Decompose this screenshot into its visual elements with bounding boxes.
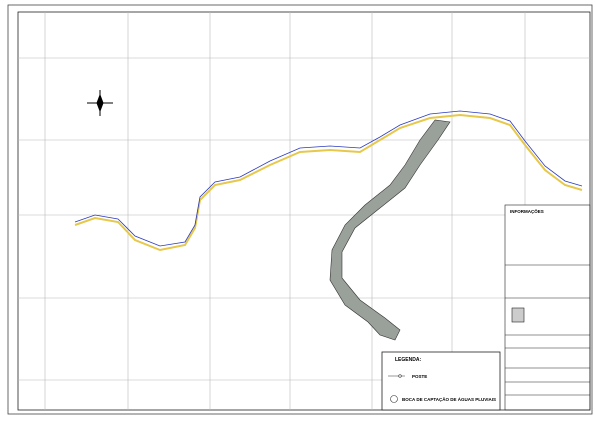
north-arrow — [87, 90, 113, 116]
coordinate-grid — [18, 12, 590, 410]
legend-title: LEGENDA: — [395, 357, 421, 363]
legend-box: LEGENDA: POSTE BOCA DE CAPTAÇÃO DE ÁGUAS… — [381, 351, 501, 411]
road-network — [74, 110, 583, 341]
legend-item: BOCA DE CAPTAÇÃO DE ÁGUAS PLUVIAIS — [402, 396, 496, 402]
title-block — [504, 204, 591, 411]
info-title: INFORMAÇÕES — [510, 208, 544, 214]
legend-item: POSTE — [412, 374, 427, 379]
outer-frame — [7, 4, 593, 415]
